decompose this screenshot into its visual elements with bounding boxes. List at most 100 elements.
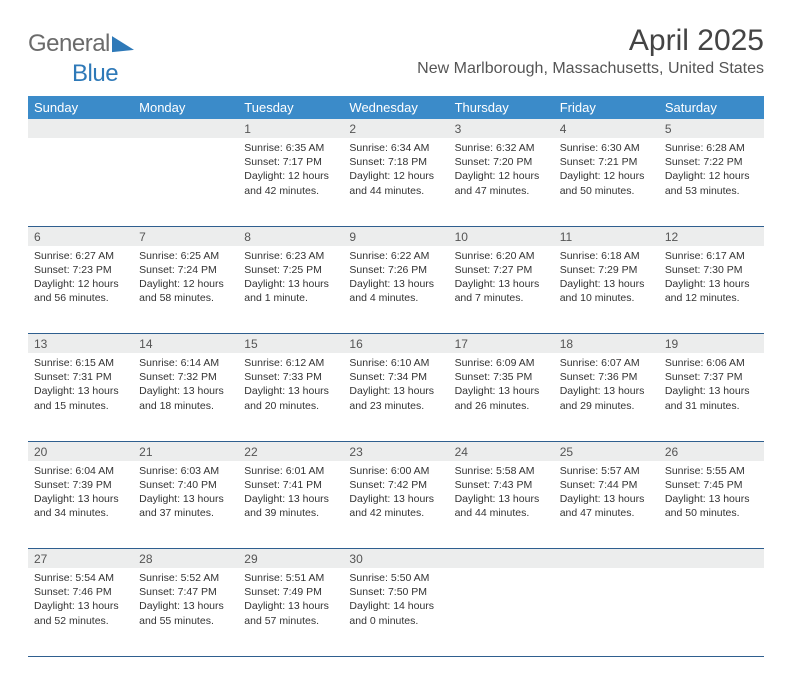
day-cell-content: Sunrise: 5:52 AMSunset: 7:47 PMDaylight:… — [133, 568, 238, 634]
day-cell: Sunrise: 6:34 AMSunset: 7:18 PMDaylight:… — [343, 138, 448, 226]
day-cell: Sunrise: 6:15 AMSunset: 7:31 PMDaylight:… — [28, 353, 133, 441]
day-number-cell — [659, 549, 764, 569]
day-cell-content: Sunrise: 6:30 AMSunset: 7:21 PMDaylight:… — [554, 138, 659, 204]
daylight-line: Daylight: 13 hours and 37 minutes. — [139, 493, 224, 519]
day-cell: Sunrise: 5:55 AM Sunset: 7:45 PM Daylight:… — [659, 461, 764, 549]
day-header: Saturday — [659, 96, 764, 119]
daylight-line: Daylight: 12 hours and 42 minutes. — [244, 170, 329, 196]
sunset-line: Sunset: 7:47 PM — [139, 586, 217, 598]
day-cell-content: Sunrise: 6:17 AMSunset: 7:30 PMDaylight:… — [659, 246, 764, 312]
day-header: Wednesday — [343, 96, 448, 119]
day-cell-content: Sunrise: 6:22 AMSunset: 7:26 PMDaylight:… — [343, 246, 448, 312]
day-cell-content: Sunrise: 6:32 AMSunset: 7:20 PMDaylight:… — [449, 138, 554, 204]
daynum-row: 20212223242526 — [28, 441, 764, 461]
sunset-line: Sunset: 7:46 PM — [34, 586, 112, 598]
sunset-line: Sunset: 7:29 PM — [560, 264, 638, 276]
week-row: Sunrise: 6:15 AMSunset: 7:31 PMDaylight:… — [28, 353, 764, 441]
day-number-cell: 13 — [28, 334, 133, 354]
sunrise-line: Sunrise: 6:32 AM — [455, 142, 535, 154]
sunrise-line: Sunrise: 6:20 AM — [455, 250, 535, 262]
sunset-line: Sunset: 7:36 PM — [560, 371, 638, 383]
sunset-line: Sunset: 7:20 PM — [455, 156, 533, 168]
sunset-line: Sunset: 7:37 PM — [665, 371, 743, 383]
day-cell: Sunrise: 6:18 AMSunset: 7:29 PMDaylight:… — [554, 246, 659, 334]
day-number-cell: 22 — [238, 441, 343, 461]
logo-text-blue: Blue — [72, 60, 118, 87]
day-number-cell: 17 — [449, 334, 554, 354]
sunset-line: Sunset: 7:44 PM — [560, 479, 638, 491]
calendar-page: General April 2025 New Marlborough, Mass… — [0, 0, 792, 677]
daylight-line: Daylight: 13 hours and 50 minutes. — [665, 493, 750, 519]
day-cell: Sunrise: 6:25 AMSunset: 7:24 PMDaylight:… — [133, 246, 238, 334]
daylight-line: Daylight: 13 hours and 20 minutes. — [244, 385, 329, 411]
day-number-cell: 4 — [554, 119, 659, 138]
day-cell: Sunrise: 6:23 AMSunset: 7:25 PMDaylight:… — [238, 246, 343, 334]
day-cell: Sunrise: 6:09 AMSunset: 7:35 PMDaylight:… — [449, 353, 554, 441]
sunset-line: Sunset: 7:41 PM — [244, 479, 322, 491]
sunset-line: Sunset: 7:25 PM — [244, 264, 322, 276]
sunset-line: Sunset: 7:31 PM — [34, 371, 112, 383]
day-number-cell: 30 — [343, 549, 448, 569]
week-row: Sunrise: 6:27 AMSunset: 7:23 PMDaylight:… — [28, 246, 764, 334]
sunrise-line: Sunrise: 5:52 AM — [139, 572, 219, 584]
sunrise-line: Sunrise: 5:51 AM — [244, 572, 324, 584]
day-number-cell: 2 — [343, 119, 448, 138]
sunrise-line: Sunrise: 6:14 AM — [139, 357, 219, 369]
day-cell-content: Sunrise: 6:06 AMSunset: 7:37 PMDaylight:… — [659, 353, 764, 419]
day-cell-content: Sunrise: 6:34 AMSunset: 7:18 PMDaylight:… — [343, 138, 448, 204]
sunset-line: Sunset: 7:40 PM — [139, 479, 217, 491]
logo: General — [28, 30, 134, 58]
day-cell: Sunrise: 6:14 AM Sunset: 7:32 PM Daylight:… — [133, 353, 238, 441]
sunrise-line: Sunrise: 5:55 AM — [665, 465, 745, 477]
daylight-line: Daylight: 13 hours and 42 minutes. — [349, 493, 434, 519]
daylight-line: Daylight: 13 hours and 29 minutes. — [560, 385, 645, 411]
daylight-line: Daylight: 13 hours and 26 minutes. — [455, 385, 540, 411]
day-number-cell: 25 — [554, 441, 659, 461]
sunset-line: Sunset: 7:45 PM — [665, 479, 743, 491]
daylight-line: Daylight: 13 hours and 18 minutes. — [139, 385, 224, 411]
day-cell: Sunrise: 5:54 AMSunset: 7:46 PMDaylight:… — [28, 568, 133, 656]
title-block: April 2025 New Marlborough, Massachusett… — [417, 24, 764, 78]
day-cell-content: Sunrise: 6:09 AMSunset: 7:35 PMDaylight:… — [449, 353, 554, 419]
day-number-cell — [28, 119, 133, 138]
day-cell — [659, 568, 764, 656]
day-cell: Sunrise: 5:50 AMSunset: 7:50 PMDaylight:… — [343, 568, 448, 656]
day-header: Thursday — [449, 96, 554, 119]
sunrise-line: Sunrise: 6:03 AM — [139, 465, 219, 477]
day-number-cell: 6 — [28, 226, 133, 246]
day-number-cell — [449, 549, 554, 569]
sunrise-line: Sunrise: 6:07 AM — [560, 357, 640, 369]
sunrise-line: Sunrise: 6:18 AM — [560, 250, 640, 262]
week-row: Sunrise: 6:35 AMSunset: 7:17 PMDaylight:… — [28, 138, 764, 226]
day-cell-content: Sunrise: 5:50 AMSunset: 7:50 PMDaylight:… — [343, 568, 448, 634]
day-number-cell: 9 — [343, 226, 448, 246]
logo-text-general: General — [28, 30, 110, 58]
daynum-row: 27282930 — [28, 549, 764, 569]
sunset-line: Sunset: 7:49 PM — [244, 586, 322, 598]
day-number-cell — [554, 549, 659, 569]
day-cell-content: Sunrise: 6:20 AMSunset: 7:27 PMDaylight:… — [449, 246, 554, 312]
day-cell-content: Sunrise: 5:57 AMSunset: 7:44 PMDaylight:… — [554, 461, 659, 527]
day-number-cell: 20 — [28, 441, 133, 461]
day-cell: Sunrise: 5:51 AMSunset: 7:49 PMDaylight:… — [238, 568, 343, 656]
day-cell-content: Sunrise: 6:14 AM Sunset: 7:32 PM Daylight:… — [133, 353, 238, 419]
day-number-cell: 21 — [133, 441, 238, 461]
page-title: April 2025 — [417, 24, 764, 58]
day-cell-content: Sunrise: 6:18 AMSunset: 7:29 PMDaylight:… — [554, 246, 659, 312]
day-number-cell: 16 — [343, 334, 448, 354]
sunset-line: Sunset: 7:32 PM — [139, 371, 217, 383]
day-cell — [133, 138, 238, 226]
sunrise-line: Sunrise: 6:35 AM — [244, 142, 324, 154]
day-header: Friday — [554, 96, 659, 119]
day-cell — [449, 568, 554, 656]
day-cell: Sunrise: 6:00 AMSunset: 7:42 PMDaylight:… — [343, 461, 448, 549]
sunrise-line: Sunrise: 5:54 AM — [34, 572, 114, 584]
sunset-line: Sunset: 7:26 PM — [349, 264, 427, 276]
day-cell-content: Sunrise: 6:35 AMSunset: 7:17 PMDaylight:… — [238, 138, 343, 204]
day-cell-content: Sunrise: 6:23 AMSunset: 7:25 PMDaylight:… — [238, 246, 343, 312]
sunset-line: Sunset: 7:21 PM — [560, 156, 638, 168]
day-cell-content: Sunrise: 6:27 AMSunset: 7:23 PMDaylight:… — [28, 246, 133, 312]
sunrise-line: Sunrise: 6:09 AM — [455, 357, 535, 369]
day-number-cell: 19 — [659, 334, 764, 354]
week-row: Sunrise: 6:04 AMSunset: 7:39 PMDaylight:… — [28, 461, 764, 549]
